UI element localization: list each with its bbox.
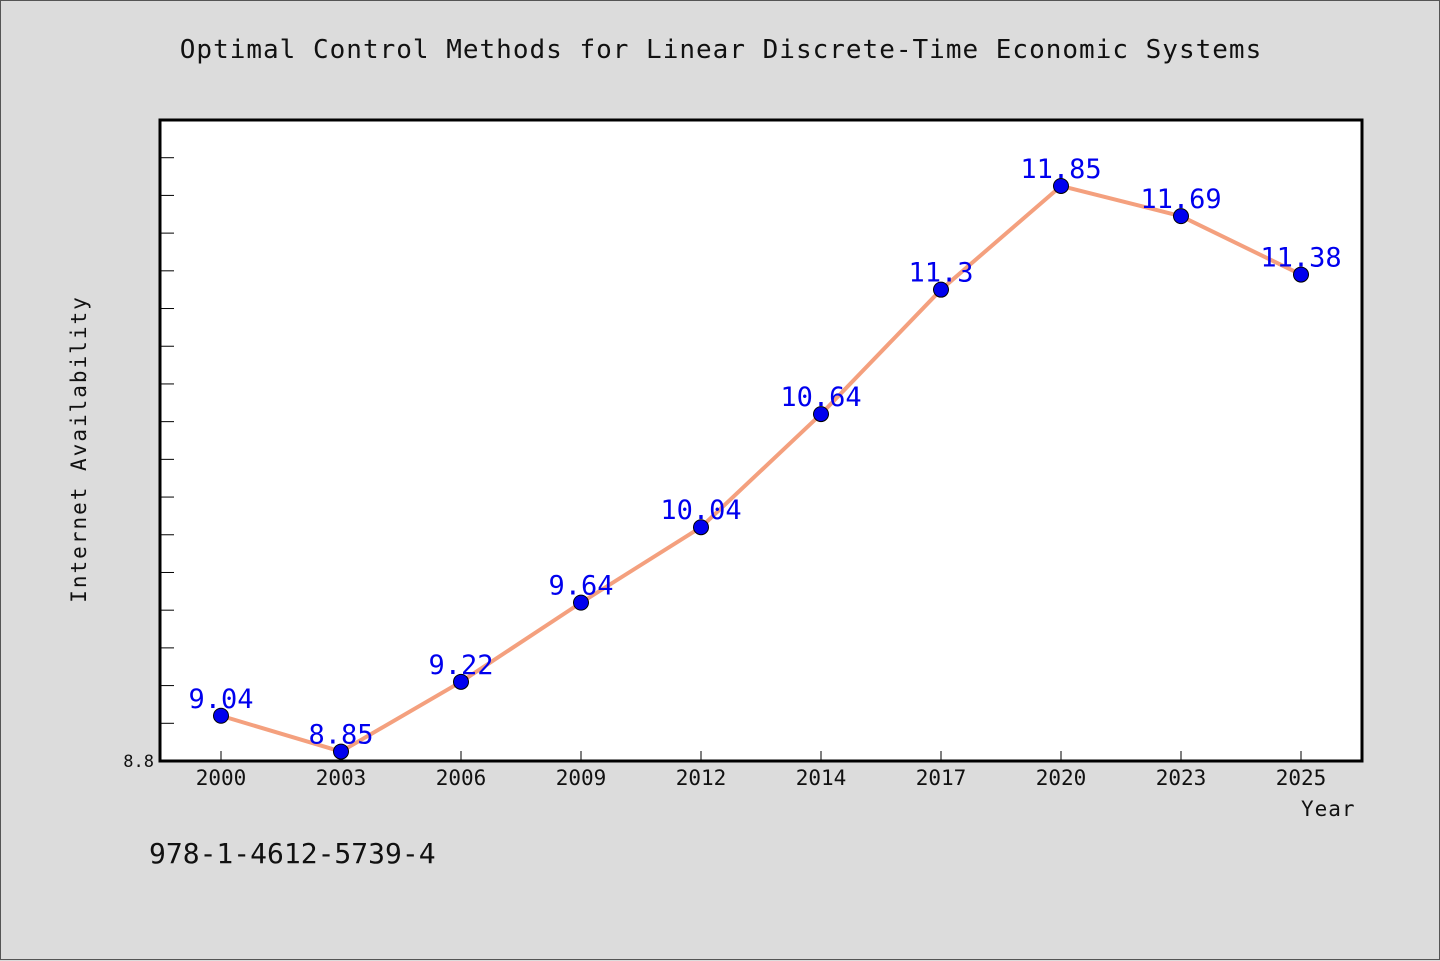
x-tick-label: 2003 [316,766,367,790]
data-point [933,281,949,298]
data-label: 11.38 [1260,243,1341,274]
y-axis-ticks: 8.8 [123,119,174,772]
data-label: 11.85 [1020,154,1101,185]
y-tick-label: 8.8 [123,752,154,772]
isbn-text: 978-1-4612-5739-4 [149,837,436,870]
data-point [573,594,589,611]
series-group: 9.04 8.85 9.22 9.64 10.04 10.64 11.3 11.85 11.69… [188,154,1342,760]
x-tick-label: 2017 [916,766,967,790]
data-point [333,743,349,760]
data-point [1173,208,1189,225]
x-axis-label: Year [1301,797,1356,821]
x-tick-label: 2000 [196,766,247,790]
data-point [1053,177,1069,194]
x-tick-label: 2014 [796,766,847,790]
x-tick-label: 2025 [1276,766,1327,790]
data-label: 9.64 [548,571,613,602]
data-label: 8.85 [308,720,373,751]
data-point [693,519,709,536]
x-tick-label: 2012 [676,766,727,790]
data-label: 9.04 [188,684,253,715]
data-point [813,406,829,423]
x-tick-label: 2020 [1036,766,1087,790]
series-line [220,183,1302,754]
x-tick-label: 2009 [556,766,607,790]
x-tick-label: 2006 [436,766,487,790]
data-label: 10.64 [780,382,861,413]
data-point [453,673,469,690]
x-tick-label: 2023 [1156,766,1207,790]
plot-area [158,118,1364,763]
data-point [213,707,229,724]
data-label: 9.22 [428,650,493,681]
data-label: 11.69 [1140,184,1221,215]
data-label: 10.04 [660,495,741,526]
data-label: 11.3 [908,258,973,289]
data-point [1293,266,1309,283]
chart-title: Optimal Control Methods for Linear Discr… [179,35,1263,65]
x-axis-ticks: 2000 2003 2006 2009 2012 2014 2017 2020 2023 2025 [196,751,1327,790]
